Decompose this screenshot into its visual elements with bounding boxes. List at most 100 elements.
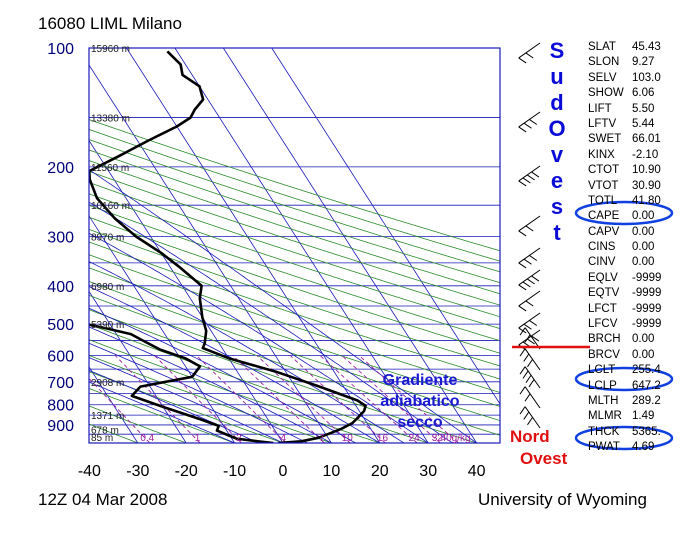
moist-adiabat-line [89,369,259,443]
index-value: 6.06 [632,87,655,100]
height-label: 678 m [91,426,119,437]
pressure-tick-label: 900 [47,418,74,435]
isotherm-line [89,290,187,443]
index-row-mlmr: MLMR 1.49 [588,409,661,424]
index-value: 0.00 [632,256,655,269]
lower-wind-line: Ovest [520,449,568,468]
pressure-tick-label: 800 [47,398,74,415]
index-row-thck: THCK 5365. [588,425,661,440]
dry-adiabat-line [89,405,187,443]
moist-adiabat-line [89,286,381,443]
index-key: LFCV [588,318,618,331]
mixing-ratio-label: 10 [342,433,354,444]
wind-barb [518,215,541,237]
index-row-capv: CAPV 0.00 [588,225,661,240]
isotherm-line [174,48,429,443]
dry-adiabat-line [89,254,500,393]
index-row-lclt: LCLT 255.4 [588,363,661,378]
index-value: 1.49 [632,410,655,423]
mixing-ratio-label: 24 [409,433,421,444]
index-value: -9999 [632,287,662,300]
x-tick-label: -40 [78,463,101,480]
index-key: SLON [588,56,620,69]
x-tick-label: -10 [223,463,246,480]
index-key: CINS [588,241,616,254]
index-key: SELV [588,71,617,84]
upper-wind-letter: O [548,116,566,141]
index-row-lfct: LFCT -9999 [588,302,661,317]
moist-adiabat-line [89,232,429,443]
lclp-highlight-ellipse [574,366,674,392]
mixing-ratio-line [196,355,287,443]
pwat-highlight-ellipse [574,425,674,451]
mixing-ratio-line [289,355,386,443]
profile-lines [89,50,367,443]
mixing-ratio-label: 7 [319,433,325,444]
index-value: 255.4 [632,364,661,377]
lower-wind-direction-label: Nord Ovest [510,426,567,470]
mixing-ratio-label: 32 [432,433,444,444]
index-row-lfcv: LFCV -9999 [588,317,661,332]
lapse-line: secco [397,414,443,431]
lower-wind-line: Nord [510,427,550,446]
index-row-lclp: LCLP 647.2 [588,379,661,394]
height-label: 11560 m [91,163,129,174]
x-tick-label: 40 [468,463,486,480]
x-tick-label: -30 [126,463,149,480]
dry-adiabat-line [89,339,380,443]
index-key: MLMR [588,410,622,423]
upper-wind-letter: d [550,90,564,115]
index-key: EQTV [588,287,620,300]
index-row-cins: CINS 0.00 [588,240,661,255]
index-row-swet: SWET 66.01 [588,132,661,147]
lapse-line: Gradiente [382,372,458,389]
index-value: 289.2 [632,394,661,407]
moist-adiabat-line [89,201,453,443]
dry-adiabat-line [89,204,500,342]
mixing-ratio-label: 2 [236,433,242,444]
index-value: 0.00 [632,348,655,361]
index-value: 0.00 [632,241,655,254]
mixing-ratio-label: 0.4 [140,433,154,444]
pressure-tick-label: 700 [47,375,74,392]
mixing-ratio-line [341,355,441,443]
isotherm-line [126,48,381,443]
wind-barb [518,42,541,64]
moist-adiabat-line [89,307,356,443]
index-value: -9999 [632,302,662,315]
index-row-lift: LIFT 5.50 [588,102,661,117]
index-key: KINX [588,148,615,161]
dry-adiabat-line [89,309,477,443]
wind-barb [519,348,541,371]
upper-wind-letter: s [550,194,564,219]
index-row-selv: SELV 103.0 [588,71,661,86]
isotherm-line [271,48,500,405]
pressure-tick-label: 100 [47,41,74,58]
pressure-tick-label: 200 [47,160,74,177]
index-row-eqtv: EQTV -9999 [588,286,661,301]
upper-wind-letter: t [553,220,561,245]
index-value: -9999 [632,271,662,284]
index-value: 10.90 [632,164,661,177]
index-value: 41.80 [632,194,661,207]
dry-adiabat-line [89,129,500,262]
dry-adiabat-line [89,388,235,443]
dry-adiabat-line [89,241,500,380]
pressure-tick-label: 400 [47,279,74,296]
height-label: 2908 m [91,378,124,389]
index-key: LIFT [588,102,612,115]
wind-barb [519,327,541,350]
station-title: 16080 LIML Milano [38,14,182,33]
profile-line-0 [89,50,367,443]
index-value: 4.69 [632,441,655,454]
x-tick-label: 20 [371,463,389,480]
isotherm-line [0,48,41,443]
mixing-ratio-line [358,355,459,443]
upper-wind-letter: S [549,38,565,63]
mixing-ratio-line [319,355,418,443]
dry-adiabat-line [89,216,500,354]
mixing-ratio-label: 16 [377,433,389,444]
dry-adiabat-line [89,139,500,273]
dry-adiabat-line [89,182,500,318]
